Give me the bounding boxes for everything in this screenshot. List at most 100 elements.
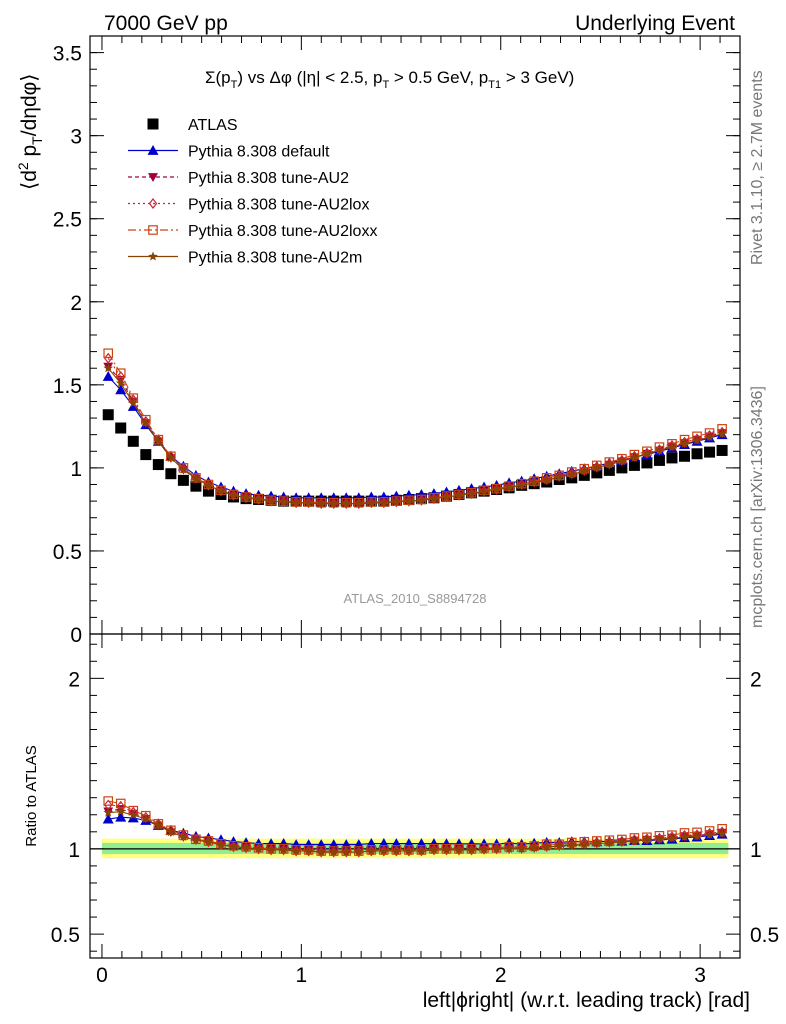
series-1-point — [365, 491, 377, 502]
series-0-point — [716, 444, 728, 456]
header-left: 7000 GeV pp — [104, 12, 228, 35]
series-3-point — [504, 481, 514, 493]
ratio-series-4-point — [391, 845, 402, 855]
series-5-point — [541, 475, 552, 485]
y-tick-label: 1 — [70, 458, 82, 481]
ratio-series-5-point — [704, 829, 715, 839]
series-4-point — [366, 497, 377, 507]
ratio-series-5-point — [654, 834, 665, 844]
series-0-point — [653, 454, 665, 466]
ratio-series-5-point — [466, 844, 477, 854]
series-5-point — [141, 418, 151, 428]
ratio-series-5-point — [579, 839, 589, 849]
series-3-point — [630, 450, 639, 462]
series-5-point — [291, 497, 301, 507]
series-4-point — [328, 497, 339, 508]
ratio-series-5-point — [178, 831, 189, 841]
ratio-series-5-point — [216, 839, 226, 849]
ratio-series-5-point — [717, 828, 727, 838]
y-tick-label: 2.5 — [53, 209, 82, 232]
series-0-point — [127, 435, 139, 447]
series-4-point — [316, 497, 327, 508]
series-5-point — [191, 473, 201, 483]
ratio-y-tick-labels: 0.5 0.5 1 1 2 2 — [51, 668, 779, 947]
series-5-point — [679, 438, 690, 448]
ratio-series-5-point — [454, 844, 464, 854]
legend-label: Pythia 8.308 default — [188, 144, 330, 161]
ratio-series-5-point — [166, 827, 176, 837]
mcplots-label: mcplots.cern.ch [arXiv:1306.3436] — [749, 386, 766, 628]
ratio-series-5-point — [441, 844, 452, 854]
series-5-point — [516, 480, 527, 490]
ratio-y-tick-label: 1 — [68, 839, 80, 862]
series-5-point — [303, 497, 314, 507]
ratio-axis-ticks — [90, 634, 740, 958]
ratio-series-5-point — [103, 807, 113, 817]
series-0-point — [115, 422, 127, 434]
x-tick-labels: 0 1 2 3 — [96, 964, 706, 987]
ratio-series-5-point — [642, 834, 652, 844]
series-1-point — [415, 488, 427, 499]
ratio-series-4-point — [416, 845, 427, 855]
series-4-point — [291, 497, 301, 507]
series-4-point — [529, 476, 539, 486]
header-right: Underlying Event — [575, 12, 735, 35]
ratio-series-5-point — [504, 843, 514, 853]
ratio-series-5-point — [316, 847, 326, 857]
series-4-point — [504, 481, 514, 491]
series-3-point — [605, 458, 614, 470]
series-5-point — [228, 490, 239, 500]
series-4-point — [166, 451, 176, 462]
series-5-point — [567, 469, 577, 479]
ratio-series-5-point — [128, 810, 138, 820]
series-5-point — [266, 496, 276, 506]
ratio-series-3-point — [517, 842, 526, 854]
y-tick-label: 2 — [70, 292, 82, 315]
series-1-point — [390, 490, 402, 501]
ratio-series-3-point — [554, 839, 564, 851]
ratio-series-4-point — [291, 845, 301, 855]
ratio-panel: 0.5 0.5 1 1 2 2 0 1 2 3 Ratio to ATLAS left|ϕrig… — [23, 633, 779, 1012]
ratio-series-1-point — [265, 838, 277, 848]
legend-label: Pythia 8.308 tune-AU2lox — [188, 197, 369, 214]
y-tick-label: 0.5 — [53, 541, 82, 564]
main-y-axis-label: ⟨d2 pT/dηdφ⟩ — [15, 74, 45, 190]
series-4-point — [153, 434, 164, 445]
series-0-point — [603, 464, 615, 476]
ratio-series-5-point — [479, 844, 489, 854]
series-5-point — [116, 378, 126, 388]
series-5-point — [153, 436, 164, 446]
ratio-series-4-point — [353, 846, 364, 856]
series-5-point — [203, 480, 214, 490]
series-5-point — [103, 363, 113, 373]
series-0-point — [591, 467, 603, 479]
ratio-series-5-point — [604, 837, 615, 847]
ratio-frame — [89, 633, 741, 959]
ratio-series-4-point — [516, 842, 527, 852]
series-5-point — [692, 435, 702, 445]
series-0-point — [190, 480, 202, 492]
ratio-series-5-point — [241, 842, 251, 852]
y-tick-label: 0 — [70, 624, 82, 647]
series-5-point — [366, 497, 377, 507]
ratio-data-marks — [102, 796, 728, 858]
series-5-point — [617, 456, 627, 466]
series-5-point — [454, 490, 464, 500]
ratio-series-5-point — [278, 844, 289, 854]
series-5-point — [604, 459, 615, 469]
series-5-point — [379, 497, 389, 507]
ratio-series-4-point — [341, 846, 352, 856]
ratio-series-3-point — [680, 829, 689, 841]
ratio-series-4-point — [504, 842, 514, 852]
ratio-series-5-point — [253, 843, 264, 853]
ratio-y-tick-label: 2 — [68, 668, 80, 691]
ratio-series-5-point — [391, 846, 402, 855]
ratio-series-4-point — [303, 845, 314, 855]
legend-marker — [147, 145, 159, 155]
series-0-point — [691, 448, 703, 460]
x-tick-label: 3 — [694, 964, 706, 987]
series-4-point — [353, 497, 364, 508]
series-3-point — [554, 470, 564, 482]
legend-marker — [147, 118, 159, 130]
series-1-point — [102, 371, 114, 381]
